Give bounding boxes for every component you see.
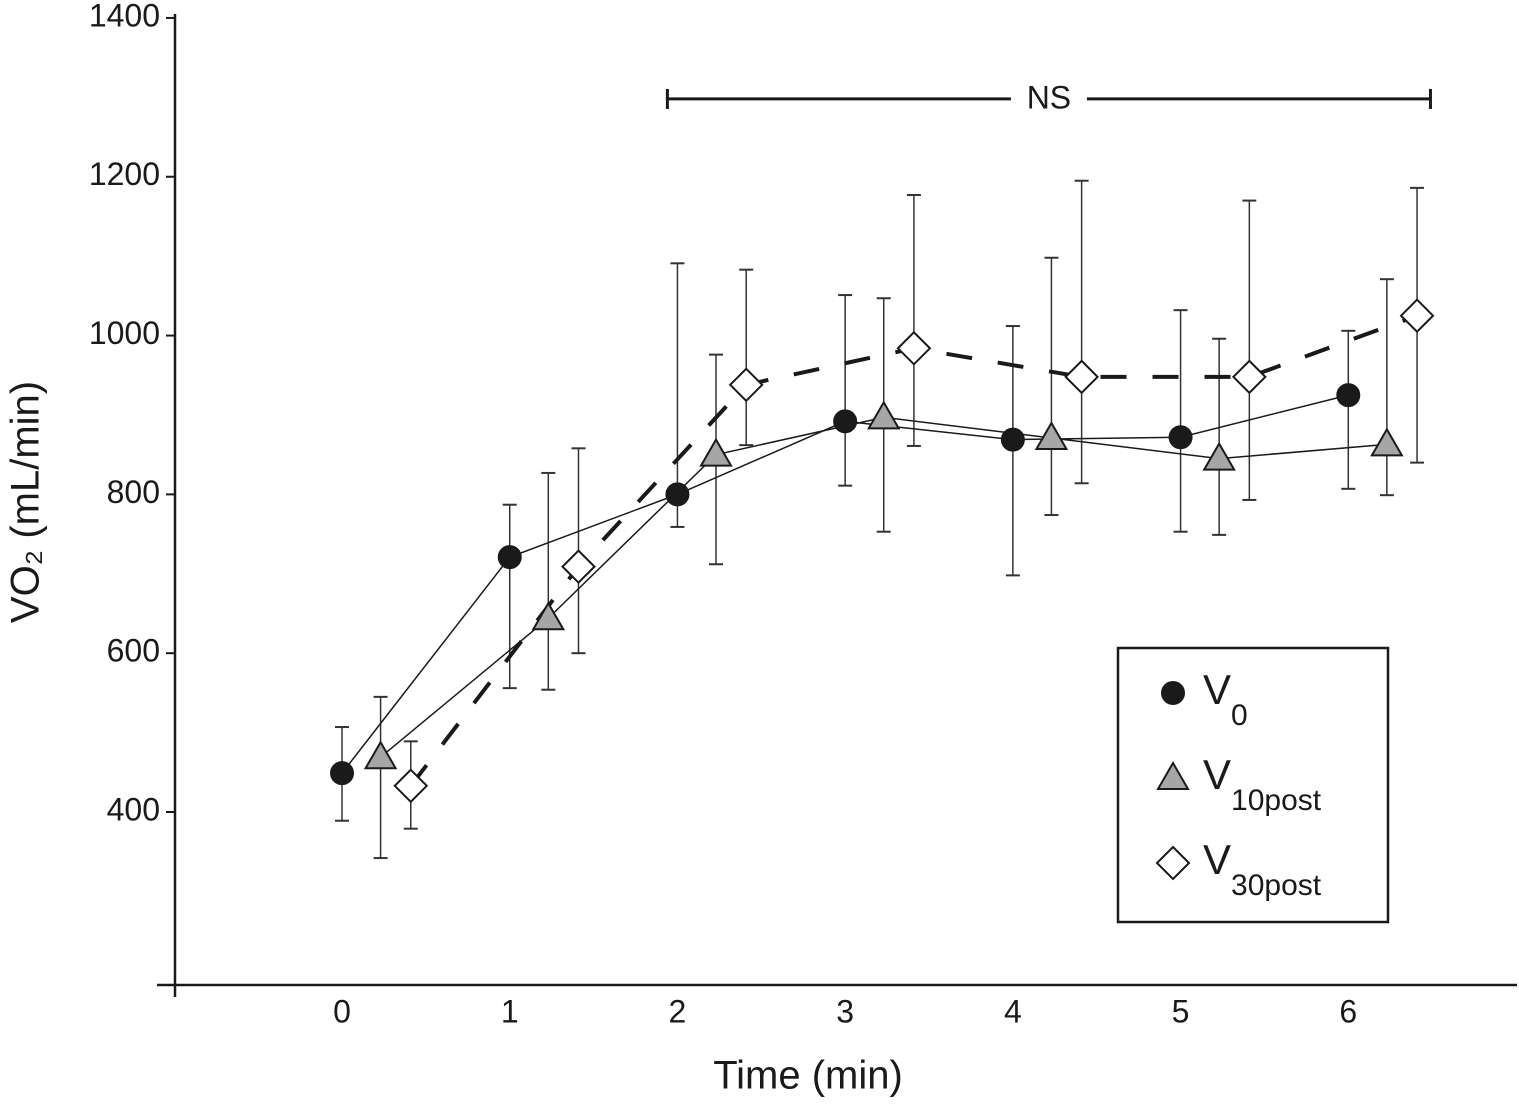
marker xyxy=(1231,359,1267,395)
marker xyxy=(896,330,932,366)
marker xyxy=(363,740,398,770)
marker xyxy=(497,545,522,570)
marker xyxy=(330,761,355,786)
x-tick-label: 1 xyxy=(501,993,519,1029)
marker xyxy=(665,482,690,507)
x-tick-label: 2 xyxy=(669,993,687,1029)
marker xyxy=(1336,383,1361,408)
marker xyxy=(699,437,733,467)
y-axis-title: VO₂ (mL/min) xyxy=(4,381,48,623)
marker xyxy=(1370,427,1404,457)
legend-label: V30post xyxy=(1203,836,1322,902)
y-tick-label: 1200 xyxy=(89,156,160,192)
marker xyxy=(1064,359,1100,395)
x-tick-label: 4 xyxy=(1004,993,1022,1029)
marker xyxy=(393,768,429,804)
marker xyxy=(561,549,596,585)
marker xyxy=(1156,760,1190,790)
x-axis-title: Time (min) xyxy=(713,1054,903,1098)
y-tick-label: 800 xyxy=(107,474,160,510)
x-tick-label: 3 xyxy=(836,993,854,1029)
y-tick-label: 1000 xyxy=(89,315,160,351)
legend-label: V10post xyxy=(1203,751,1322,817)
y-tick-label: 1400 xyxy=(89,0,160,33)
y-tick-label: 600 xyxy=(107,633,160,669)
marker xyxy=(531,601,566,631)
marker xyxy=(866,400,901,430)
marker xyxy=(728,367,764,403)
x-tick-label: 0 xyxy=(333,993,351,1029)
y-tick-label: 400 xyxy=(107,791,160,827)
x-tick-label: 5 xyxy=(1172,993,1190,1029)
marker xyxy=(1034,420,1069,451)
marker xyxy=(1000,427,1025,452)
marker xyxy=(833,409,858,434)
marker xyxy=(1155,845,1191,881)
marker xyxy=(1399,298,1435,334)
marker xyxy=(1161,681,1185,705)
annotation-text: NS xyxy=(1027,79,1071,115)
legend-label: V0 xyxy=(1203,666,1248,732)
legend: V0 V10post V30post xyxy=(1116,646,1390,924)
marker xyxy=(1168,425,1193,450)
x-tick-label: 6 xyxy=(1339,993,1357,1029)
marker xyxy=(1202,441,1236,471)
